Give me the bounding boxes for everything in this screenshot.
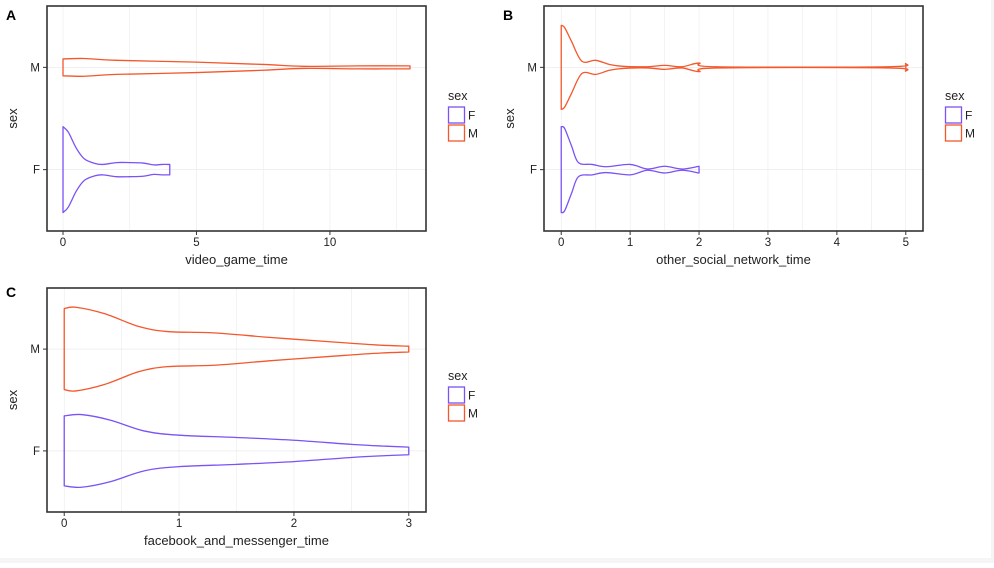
y-axis-label: sex [502, 108, 517, 129]
y-tick-label: F [33, 446, 40, 458]
x-tick-label: 3 [406, 518, 412, 530]
legend-label: F [468, 389, 475, 403]
x-tick-label: 0 [558, 237, 564, 249]
legend-title: sex [448, 89, 468, 103]
x-axis-label: facebook_and_messenger_time [144, 533, 329, 548]
plot-background [47, 6, 426, 231]
violin-f [63, 413, 410, 489]
panel-label: B [503, 7, 513, 23]
x-tick-label: 4 [834, 237, 841, 249]
plot-frame [543, 5, 924, 232]
legend-label: M [468, 407, 478, 421]
x-tick-label: 0 [61, 518, 67, 530]
legend-key-f [944, 106, 963, 124]
plot-frame [46, 287, 427, 513]
legend-key-m [447, 404, 466, 422]
violin-m [63, 306, 410, 392]
right-margin [991, 0, 994, 563]
x-axis-label: video_game_time [185, 252, 288, 267]
legend-label: M [965, 127, 975, 141]
x-tick-label: 0 [60, 237, 66, 249]
x-tick-label: 1 [627, 237, 633, 249]
violin-m [62, 57, 411, 77]
legend-title: sex [945, 89, 965, 103]
plot-frame [46, 5, 427, 232]
y-tick-label: F [530, 165, 537, 177]
panel-label: C [6, 284, 16, 300]
legend-label: F [468, 109, 475, 123]
y-tick-label: M [527, 62, 537, 74]
x-tick-label: 10 [324, 237, 337, 249]
y-tick-label: M [30, 344, 40, 356]
legend-key-m [944, 124, 963, 142]
y-tick-label: M [30, 62, 40, 74]
violin-f [62, 126, 171, 214]
violin-m [560, 24, 909, 111]
x-tick-label: 2 [696, 237, 702, 249]
x-tick-label: 1 [176, 518, 182, 530]
x-tick-label: 5 [193, 237, 199, 249]
x-tick-label: 5 [903, 237, 909, 249]
legend-title: sex [448, 369, 468, 383]
panel-label: A [6, 7, 16, 23]
bottom-margin [0, 558, 994, 563]
panel-b: 0 1 2 3 4 5FMother_social_network_timesexBsex… [502, 5, 975, 267]
y-tick-label: F [33, 165, 40, 177]
legend-key-f [447, 106, 466, 124]
violin-f [560, 125, 700, 214]
y-axis-label: sex [5, 108, 20, 129]
x-axis-label: other_social_network_time [656, 252, 811, 267]
legend-key-f [447, 386, 466, 404]
legend-label: M [468, 127, 478, 141]
legend-label: F [965, 109, 972, 123]
legend-key-m [447, 124, 466, 142]
panel-c: 0 1 2 3FMfacebook_and_messenger_timesexCsex… [5, 284, 478, 548]
x-tick-label: 2 [291, 518, 297, 530]
y-axis-label: sex [5, 389, 20, 410]
x-tick-label: 3 [765, 237, 771, 249]
